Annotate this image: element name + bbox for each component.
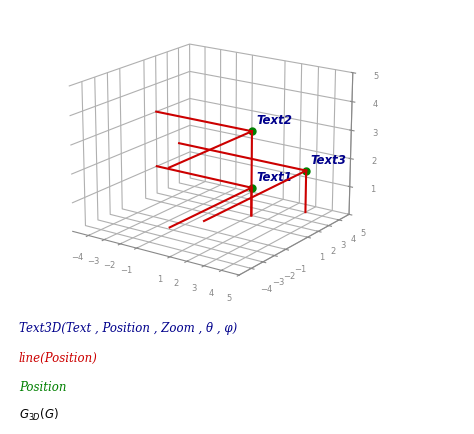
Text: $\mathit{G}_{3D}\mathit{(G)}$: $\mathit{G}_{3D}\mathit{(G)}$ bbox=[19, 407, 59, 423]
Text: Position: Position bbox=[19, 381, 66, 394]
Text: line(Position): line(Position) bbox=[19, 352, 98, 365]
Text: Text3D(Text , Position , Zoom , θ , φ): Text3D(Text , Position , Zoom , θ , φ) bbox=[19, 322, 237, 335]
